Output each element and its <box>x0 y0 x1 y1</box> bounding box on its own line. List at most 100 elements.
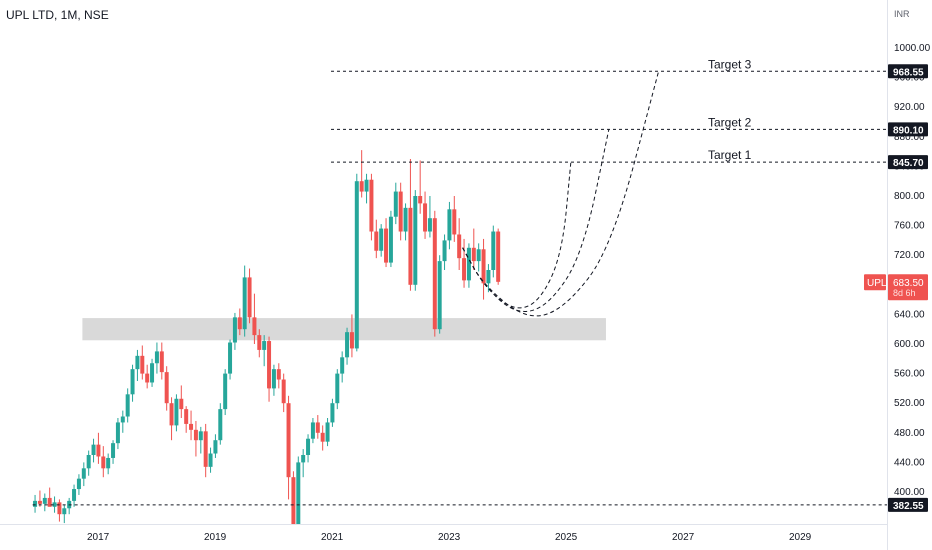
x-tick-label: 2027 <box>672 532 695 543</box>
projection-curve <box>462 162 572 309</box>
x-tick-label: 2029 <box>789 532 812 543</box>
candle-body <box>491 231 496 270</box>
candle-body <box>33 500 38 507</box>
y-tick-label: 800.00 <box>894 191 925 202</box>
candle-body <box>306 438 311 455</box>
candle-body <box>140 355 145 374</box>
chart-title: UPL LTD, 1M, NSE <box>6 8 109 22</box>
candle-body <box>193 429 198 441</box>
candle-body <box>354 181 359 349</box>
candle-body <box>262 341 267 350</box>
candle-body <box>393 191 398 217</box>
candle-body <box>96 444 101 457</box>
candle-body <box>403 207 408 232</box>
price-axis-separator <box>887 0 888 550</box>
target-label: Target 2 <box>708 115 752 129</box>
time-axis-separator <box>0 524 887 525</box>
candle-body <box>398 191 403 232</box>
candle-body <box>408 207 413 285</box>
candle-body <box>447 209 452 241</box>
x-tick-label: 2019 <box>204 532 227 543</box>
candle-body <box>242 277 247 330</box>
candle-body <box>364 179 369 192</box>
candle-body <box>349 332 354 349</box>
candle-body <box>42 497 47 504</box>
candle-body <box>496 231 501 282</box>
candle-body <box>203 431 208 467</box>
candle-body <box>471 247 476 262</box>
candle-body <box>125 394 130 417</box>
candle-body <box>57 502 62 515</box>
x-tick-label: 2017 <box>87 532 110 543</box>
candle-body <box>47 497 52 507</box>
candle-body <box>106 457 111 469</box>
candle-body <box>301 455 306 463</box>
candle-body <box>169 403 174 426</box>
candle-body <box>418 196 423 204</box>
candle-body <box>374 231 379 251</box>
level-badge-label: 890.10 <box>893 125 924 136</box>
level-badge <box>888 155 928 170</box>
candle-body <box>86 455 91 469</box>
candle-body <box>198 431 203 441</box>
price-badge <box>888 274 928 301</box>
candle-body <box>462 258 467 281</box>
candle-body <box>359 181 364 192</box>
candle-body <box>486 270 491 284</box>
candle-body <box>315 422 320 433</box>
candle-body <box>286 403 291 478</box>
candle-body <box>452 209 457 235</box>
y-tick-label: 880.00 <box>894 132 925 143</box>
candle-body <box>476 249 481 262</box>
candle-body <box>271 369 276 389</box>
symbol-badge <box>864 274 886 291</box>
candle-body <box>189 423 194 430</box>
y-tick-label: 920.00 <box>894 102 925 113</box>
level-badge <box>888 497 928 512</box>
candle-body <box>237 317 242 330</box>
y-tick-label: 560.00 <box>894 369 925 380</box>
candle-body <box>76 478 81 490</box>
candle-body <box>111 443 116 458</box>
price-badge-label: 683.50 <box>893 278 924 289</box>
candle-body <box>330 403 335 423</box>
candle-body <box>432 218 437 330</box>
candle-body <box>37 500 42 504</box>
y-tick-label: 600.00 <box>894 339 925 350</box>
candle-body <box>159 351 164 373</box>
candle-body <box>281 379 286 404</box>
candle-body <box>120 416 125 423</box>
candle-body <box>179 398 184 410</box>
candle-body <box>413 196 418 285</box>
candle-body <box>296 462 301 524</box>
candle-body <box>427 218 432 232</box>
y-tick-label: 640.00 <box>894 309 925 320</box>
candle-body <box>154 351 159 364</box>
candle-body <box>52 502 57 507</box>
y-tick-label: 440.00 <box>894 457 925 468</box>
candle-body <box>228 342 233 374</box>
candle-body <box>91 444 96 455</box>
x-tick-label: 2021 <box>321 532 344 543</box>
candle-body <box>457 234 462 259</box>
x-tick-label: 2025 <box>555 532 578 543</box>
x-tick-label: 2023 <box>438 532 461 543</box>
y-tick-label: 1000.00 <box>894 43 931 54</box>
candle-body <box>276 369 281 380</box>
candle-body <box>72 489 77 501</box>
candle-body <box>379 228 384 251</box>
level-badge-label: 968.55 <box>893 67 924 78</box>
candle-body <box>223 373 228 410</box>
candle-body <box>384 228 389 263</box>
support-zone <box>82 318 606 341</box>
candle-body <box>184 409 189 424</box>
candle-body <box>267 341 272 389</box>
candle-body <box>423 203 428 232</box>
target-label: Target 1 <box>708 148 752 162</box>
level-badge <box>888 122 928 137</box>
candle-body <box>481 249 486 284</box>
candle-body <box>247 277 252 318</box>
candle-body <box>340 357 345 374</box>
candle-body <box>164 372 169 404</box>
